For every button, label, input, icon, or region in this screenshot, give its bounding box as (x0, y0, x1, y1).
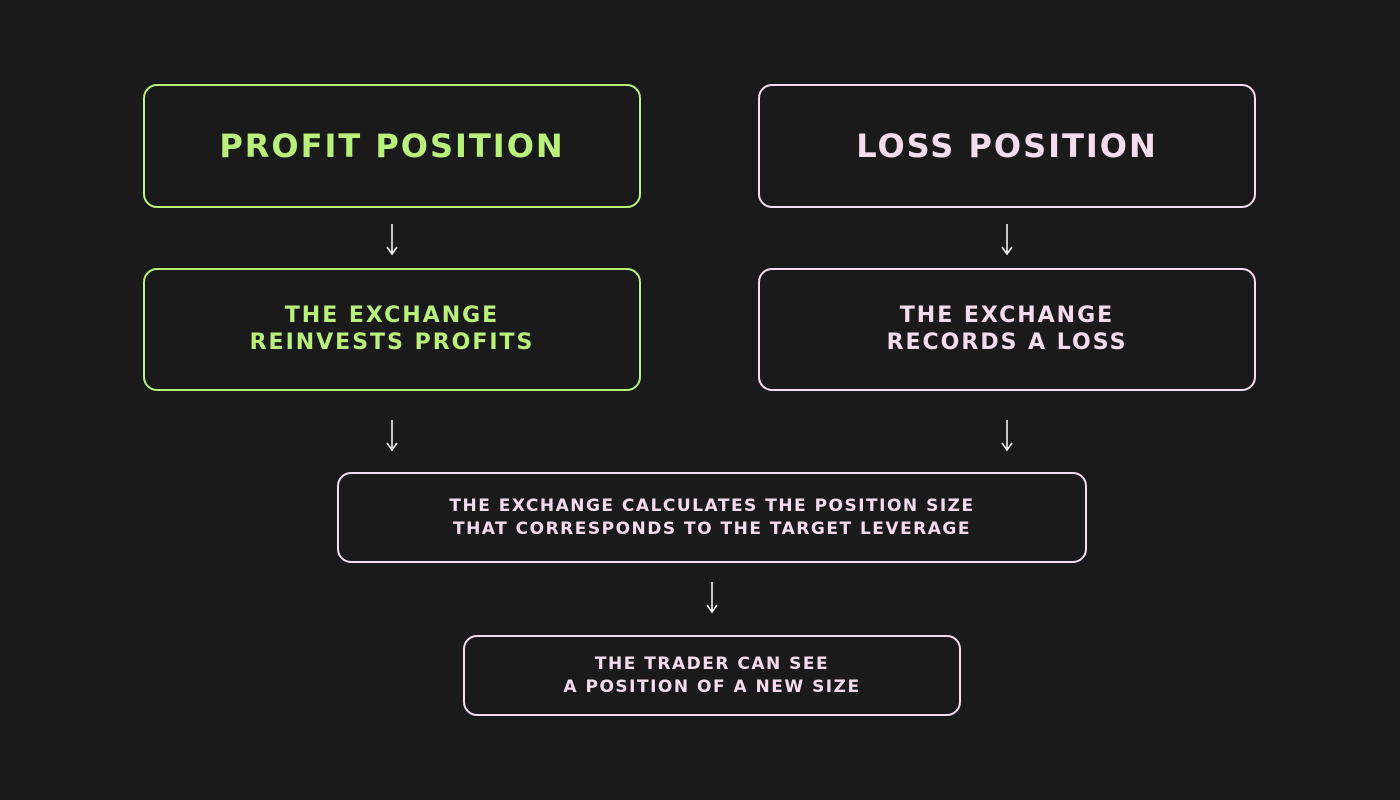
arrow-down-icon (385, 419, 399, 453)
arrow-down-icon (705, 581, 719, 615)
arrow-down-icon (1000, 223, 1014, 257)
profit-step-line-1: THE EXCHANGE (284, 302, 500, 328)
calculate-line-2: THAT CORRESPONDS TO THE TARGET LEVERAGE (452, 518, 971, 539)
arrow-down-icon (1000, 419, 1014, 453)
profit-step-box: THE EXCHANGE REINVESTS PROFITS (143, 268, 641, 391)
calculate-position-box: THE EXCHANGE CALCULATES THE POSITION SIZ… (337, 472, 1087, 563)
arrow-down-icon (385, 223, 399, 257)
loss-step-line-1: THE EXCHANGE (899, 302, 1115, 328)
result-line-1: THE TRADER CAN SEE (594, 654, 830, 675)
calculate-line-1: THE EXCHANGE CALCULATES THE POSITION SIZ… (449, 496, 975, 517)
loss-step-box: THE EXCHANGE RECORDS A LOSS (758, 268, 1256, 391)
loss-step-line-2: RECORDS A LOSS (886, 329, 1128, 355)
profit-position-title: PROFIT POSITION (219, 127, 565, 165)
profit-step-line-2: REINVESTS PROFITS (249, 329, 535, 355)
loss-position-title: LOSS POSITION (856, 127, 1158, 165)
result-line-2: A POSITION OF A NEW SIZE (563, 676, 861, 697)
new-size-result-box: THE TRADER CAN SEE A POSITION OF A NEW S… (463, 635, 961, 716)
profit-position-box: PROFIT POSITION (143, 84, 641, 208)
loss-position-box: LOSS POSITION (758, 84, 1256, 208)
